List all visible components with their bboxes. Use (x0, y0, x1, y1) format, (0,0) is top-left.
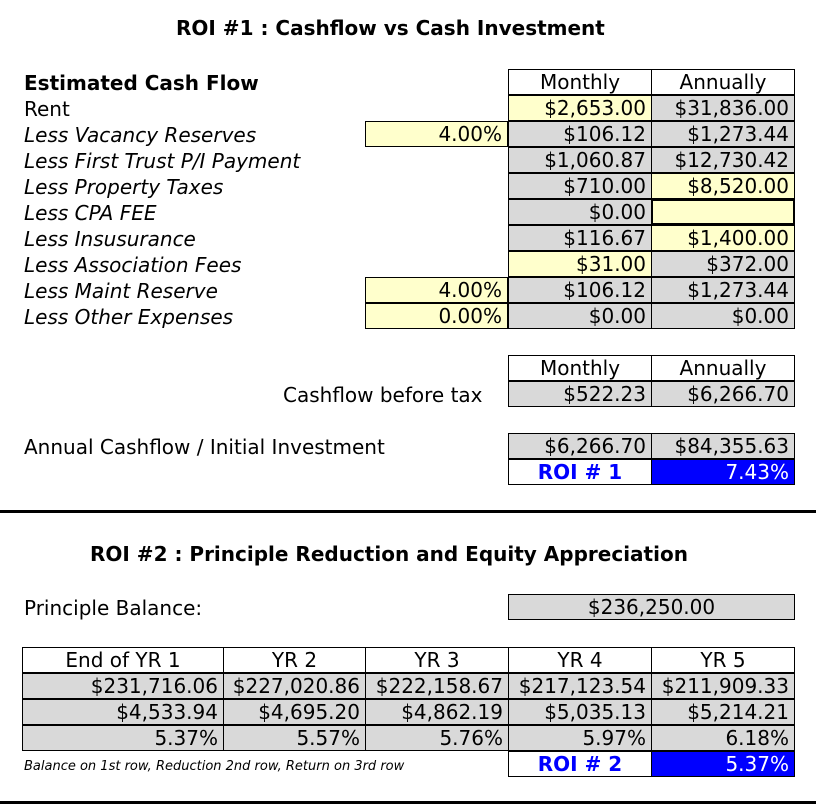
insurance-monthly-cell: $116.67 (508, 225, 652, 251)
annual-cashflow-investment-label: Annual Cashflow / Initial Investment (24, 435, 385, 459)
principle-balance-label: Principle Balance: (24, 596, 203, 620)
reduction-yr2: $4,695.20 (223, 699, 366, 725)
first-trust-monthly-cell: $1,060.87 (508, 147, 652, 173)
roi1-label: ROI # 1 (508, 459, 652, 485)
first-trust-annually-cell: $12,730.42 (651, 147, 795, 173)
annual-cashflow-cell: $6,266.70 (508, 433, 652, 459)
property-taxes-monthly-cell: $710.00 (508, 173, 652, 199)
balance-yr5: $211,909.33 (651, 673, 795, 699)
balance-yr4: $217,123.54 (508, 673, 652, 699)
section-divider (0, 510, 816, 513)
rent-annually-cell: $31,836.00 (651, 95, 795, 121)
association-fees-monthly-input[interactable]: $31.00 (508, 251, 652, 277)
year-header-2: YR 2 (223, 647, 366, 673)
reduction-yr4: $5,035.13 (508, 699, 652, 725)
maint-reserve-annually-cell: $1,273.44 (651, 277, 795, 303)
cashflow-section-heading: Estimated Cash Flow (24, 71, 259, 95)
year-header-3: YR 3 (365, 647, 509, 673)
roi2-title: ROI #2 : Principle Reduction and Equity … (90, 542, 688, 566)
row-label-insurance: Less Insusurance (24, 227, 196, 251)
col-header-monthly: Monthly (508, 69, 652, 95)
return-yr4: 5.97% (508, 725, 652, 751)
balance-yr2: $227,020.86 (223, 673, 366, 699)
association-fees-annually-cell: $372.00 (651, 251, 795, 277)
reduction-yr1: $4,533.94 (22, 699, 224, 725)
bottom-divider (0, 801, 816, 804)
cpa-fee-monthly-cell: $0.00 (508, 199, 652, 225)
return-yr1: 5.37% (22, 725, 224, 751)
year-header-1: End of YR 1 (22, 647, 224, 673)
initial-investment-cell: $84,355.63 (651, 433, 795, 459)
cpa-fee-annually-input[interactable] (651, 199, 795, 225)
return-yr3: 5.76% (365, 725, 509, 751)
property-taxes-annually-input[interactable]: $8,520.00 (651, 173, 795, 199)
maint-reserve-monthly-cell: $106.12 (508, 277, 652, 303)
row-label-other-expenses: Less Other Expenses (24, 305, 234, 329)
vacancy-pct-input[interactable]: 4.00% (365, 121, 508, 147)
other-expenses-monthly-cell: $0.00 (508, 303, 652, 329)
year-header-4: YR 4 (508, 647, 652, 673)
return-yr2: 5.57% (223, 725, 366, 751)
maint-reserve-pct-input[interactable]: 4.00% (365, 277, 508, 303)
year-header-5: YR 5 (651, 647, 795, 673)
table-note: Balance on 1st row, Reduction 2nd row, R… (24, 759, 405, 774)
cashflow-before-tax-label: Cashflow before tax (283, 383, 483, 407)
roi1-value: 7.43% (651, 459, 795, 485)
balance-yr3: $222,158.67 (365, 673, 509, 699)
cashflow-col-header-annually: Annually (651, 355, 795, 381)
row-label-rent: Rent (24, 97, 70, 121)
insurance-annually-input[interactable]: $1,400.00 (651, 225, 795, 251)
row-label-association-fees: Less Association Fees (24, 253, 242, 277)
cashflow-monthly-cell: $522.23 (508, 381, 652, 407)
cashflow-annually-cell: $6,266.70 (651, 381, 795, 407)
roi1-title: ROI #1 : Cashflow vs Cash Investment (176, 16, 605, 40)
col-header-annually: Annually (651, 69, 795, 95)
roi2-value: 5.37% (651, 751, 795, 777)
row-label-maint-reserve: Less Maint Reserve (24, 279, 218, 303)
vacancy-annually-cell: $1,273.44 (651, 121, 795, 147)
principle-balance-cell: $236,250.00 (508, 594, 795, 620)
balance-yr1: $231,716.06 (22, 673, 224, 699)
roi2-label: ROI # 2 (508, 751, 652, 777)
row-label-first-trust: Less First Trust P/I Payment (24, 149, 301, 173)
row-label-cpa-fee: Less CPA FEE (24, 201, 157, 225)
return-yr5: 6.18% (651, 725, 795, 751)
rent-monthly-input[interactable]: $2,653.00 (508, 95, 652, 121)
other-expenses-pct-input[interactable]: 0.00% (365, 303, 508, 329)
other-expenses-annually-cell: $0.00 (651, 303, 795, 329)
reduction-yr3: $4,862.19 (365, 699, 509, 725)
row-label-property-taxes: Less Property Taxes (24, 175, 224, 199)
cashflow-col-header-monthly: Monthly (508, 355, 652, 381)
row-label-vacancy: Less Vacancy Reserves (24, 123, 257, 147)
reduction-yr5: $5,214.21 (651, 699, 795, 725)
vacancy-monthly-cell: $106.12 (508, 121, 652, 147)
